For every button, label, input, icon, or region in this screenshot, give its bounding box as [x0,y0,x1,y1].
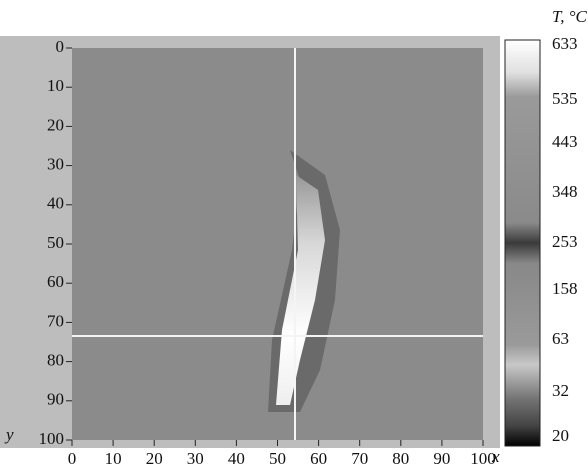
x-axis-label: x [491,447,500,466]
x-tick-label: 50 [269,449,286,468]
y-tick-label: 80 [47,351,64,370]
x-tick-label: 90 [433,449,450,468]
colorbar-label: 158 [552,279,578,298]
colorbar-label: 535 [552,89,578,108]
colorbar-label: 348 [552,182,578,201]
colorbar-title: T, °C [552,7,587,26]
colorbar-label: 253 [552,232,578,251]
y-axis-label: y [4,425,14,444]
y-tick-label: 100 [39,429,65,448]
hot-region [276,175,325,405]
x-tick-label: 80 [392,449,409,468]
y-tick-label: 60 [47,272,64,291]
y-tick-label: 20 [47,115,64,134]
colorbar [504,39,541,447]
y-tick-label: 40 [47,194,64,213]
x-tick-label: 20 [146,449,163,468]
y-tick-label: 10 [47,76,64,95]
x-tick-label: 70 [351,449,368,468]
y-tick-label: 0 [56,37,65,56]
colorbar-label: 633 [552,34,578,53]
y-tick-label: 70 [47,311,64,330]
colorbar-label: 20 [552,426,569,445]
y-tick-label: 50 [47,233,64,252]
x-tick-label: 60 [310,449,327,468]
colorbar-label: 63 [552,329,569,348]
x-tick-label: 100 [470,449,496,468]
colorbar-label: 443 [552,132,578,151]
y-tick-label: 90 [47,390,64,409]
x-tick-label: 40 [228,449,245,468]
y-tick-label: 30 [47,155,64,174]
x-tick-label: 0 [68,449,77,468]
colorbar-label: 32 [552,381,569,400]
x-tick-label: 30 [187,449,204,468]
x-tick-label: 10 [105,449,122,468]
